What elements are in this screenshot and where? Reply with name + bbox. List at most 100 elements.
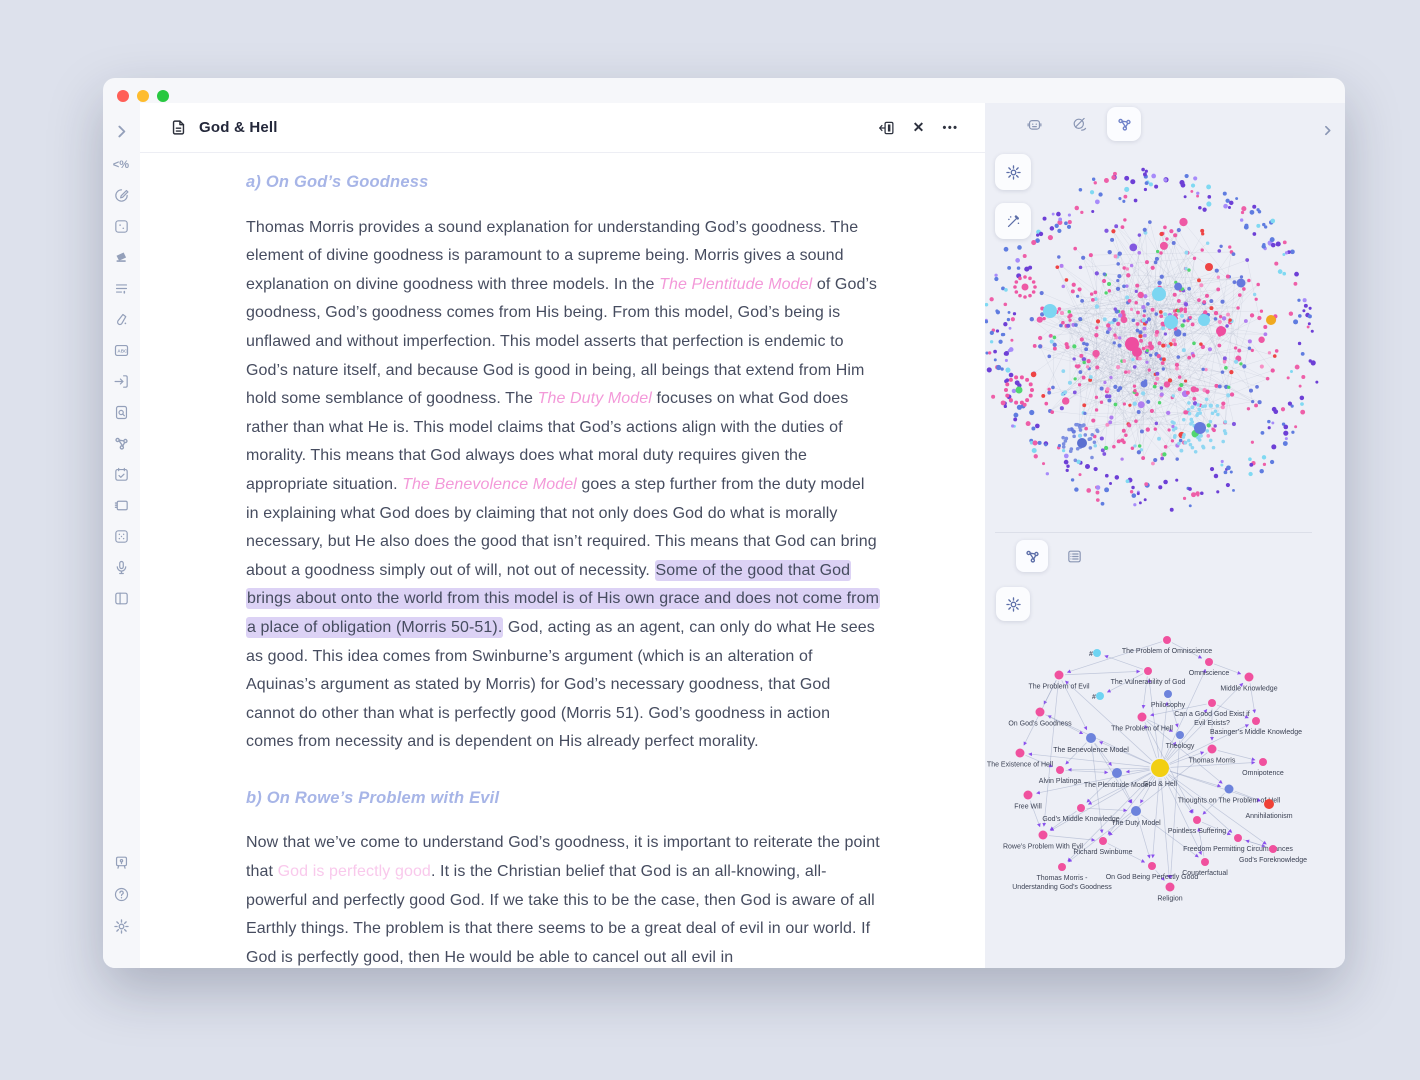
collapse-panel-chevron-icon[interactable] [1317, 120, 1337, 140]
node-label: Alvin Platinga [1039, 778, 1082, 785]
sidebar-bottom-tools [110, 850, 134, 968]
sidebar-kiosk-icon[interactable] [110, 850, 134, 874]
sidebar-doc-search-icon[interactable] [110, 400, 134, 424]
node-label: God’s Middle Knowledge [1042, 816, 1119, 823]
local-knowledge-graph[interactable]: God & Hell The Problem of Omniscience Omni… [985, 628, 1345, 968]
sidebar-rows-icon[interactable] [110, 276, 134, 300]
section-heading: b) On Rowe’s Problem with Evil [246, 788, 500, 807]
note-link[interactable]: The Benevolence Model [402, 475, 577, 493]
node-label: Freedom Permitting Circumstances [1183, 846, 1293, 853]
sidebar-import-icon[interactable] [110, 369, 134, 393]
graph-node[interactable]: Annihilationism [1245, 799, 1293, 820]
graph-node[interactable]: Rowe’s Problem With Evil [1003, 830, 1083, 851]
graph-node[interactable]: The Existence of Hell [987, 748, 1054, 769]
graph-node[interactable]: Can a Good God Exist if Evil Exists? [1174, 699, 1250, 727]
sidebar-snippet-icon[interactable]: <% [110, 152, 134, 176]
graph-node[interactable]: Omnipotence [1242, 758, 1284, 777]
graph-node[interactable]: Thoughts on The Problem of Hell [1178, 784, 1281, 805]
graph-node[interactable]: Philosophy [1151, 690, 1186, 709]
graph-node[interactable]: God’s Foreknowledge [1239, 845, 1307, 864]
sidebar-tasks-icon[interactable] [110, 462, 134, 486]
more-options-icon[interactable]: ••• [942, 121, 959, 134]
sidebar-help-icon[interactable] [110, 882, 134, 906]
graph-node[interactable]: Middle Knowledge [1220, 672, 1278, 693]
panel-tab-robot-icon[interactable] [1017, 107, 1051, 141]
graph-node[interactable]: Free Will [1014, 790, 1042, 811]
body-text: goes a step further from the duty model … [246, 475, 877, 579]
graph-node[interactable]: On God’s Goodness [1008, 707, 1072, 728]
graph-node[interactable]: The Plentitude Model [1084, 768, 1151, 789]
toggle-graph-view-icon[interactable] [1016, 540, 1048, 572]
graph-node[interactable]: Counterfactual [1182, 858, 1228, 877]
graph-hub-node [1198, 314, 1210, 326]
graph-magic-wand-button[interactable] [995, 203, 1031, 239]
graph-panel: God & Hell The Problem of Omniscience Omni… [985, 103, 1345, 968]
note-link[interactable]: The Plentitude Model [659, 275, 813, 293]
graph-node[interactable]: Pointless Suffering [1168, 816, 1226, 835]
panel-tab-graph-icon[interactable] [1107, 107, 1141, 141]
local-graph-settings-button[interactable] [996, 587, 1030, 621]
sidebar-frame-icon[interactable] [110, 214, 134, 238]
sidebar-cards-icon[interactable] [110, 245, 134, 269]
app-window: <% ABC God & Hell ✕ ••• a) On God’s Goodn… [103, 78, 1345, 968]
graph-node[interactable]: Theology [1166, 731, 1195, 750]
sidebar-graph-icon[interactable] [110, 431, 134, 455]
graph-node[interactable]: God’s Middle Knowledge [1042, 804, 1120, 823]
graph-node[interactable]: Thomas Morris [1189, 744, 1236, 765]
graph-node[interactable]: Basinger’s Middle Knowledge [1210, 717, 1302, 736]
graph-settings-button[interactable] [995, 154, 1031, 190]
graph-node[interactable]: # [1089, 649, 1101, 658]
graph-node[interactable]: On God Being Perfectly Good [1106, 862, 1199, 881]
graph-node[interactable]: Omniscience [1189, 658, 1230, 677]
node-tag-label: # [1092, 694, 1096, 701]
sidebar-layout-icon[interactable] [110, 586, 134, 610]
sidebar-mic-icon[interactable] [110, 555, 134, 579]
node-label: Annihilationism [1245, 813, 1292, 820]
window-controls [117, 90, 169, 102]
graph-hub-node [1152, 287, 1166, 301]
zoom-window-button[interactable] [157, 90, 169, 102]
sidebar-ink-icon[interactable] [110, 307, 134, 331]
sidebar-settings-icon[interactable] [110, 914, 134, 938]
node-label: The Benevolence Model [1053, 747, 1129, 754]
sidebar-dice-icon[interactable] [110, 524, 134, 548]
graph-node[interactable]: Thomas Morris -Understanding God’s Goodn… [1012, 863, 1112, 891]
node-label: The Problem of Evil [1028, 684, 1090, 691]
node-label: Counterfactual [1182, 870, 1228, 877]
note-link-unresolved[interactable]: God is perfectly good [277, 863, 431, 881]
sidebar-flashcards-icon[interactable]: ABC [110, 338, 134, 362]
graph-hub-node [1205, 263, 1213, 271]
minimize-window-button[interactable] [137, 90, 149, 102]
sidebar-wallet-icon[interactable] [110, 493, 134, 517]
node-label: God’s Foreknowledge [1239, 857, 1307, 864]
note-body[interactable]: a) On God’s Goodness Thomas Morris provid… [140, 153, 881, 968]
open-in-split-icon[interactable] [878, 119, 895, 136]
note-title: God & Hell [199, 119, 278, 136]
graph-hub-node [1043, 304, 1057, 318]
node-label: Theology [1166, 743, 1195, 750]
node-label: The Duty Model [1111, 820, 1161, 827]
graph-node[interactable]: The Vulnerability of God [1111, 667, 1186, 686]
node-label: Pointless Suffering [1168, 828, 1226, 835]
node-label: The Plentitude Model [1084, 782, 1151, 789]
graph-node[interactable]: Alvin Platinga [1039, 766, 1082, 785]
toggle-list-view-icon[interactable] [1058, 540, 1090, 572]
panel-tab-backlink-icon[interactable] [1062, 107, 1096, 141]
graph-node[interactable]: The Problem of Evil [1028, 670, 1090, 691]
graph-node[interactable]: God & Hell [1143, 759, 1177, 788]
sidebar-expand-chevron-icon[interactable] [110, 119, 134, 143]
graph-node[interactable]: The Problem of Hell [1111, 712, 1173, 733]
graph-node[interactable]: # [1092, 692, 1104, 701]
graph-node[interactable]: Freedom Permitting Circumstances [1183, 834, 1293, 853]
global-knowledge-graph[interactable] [985, 145, 1345, 615]
graph-node[interactable]: Richard Swinburne [1073, 837, 1133, 856]
note-link[interactable]: The Duty Model [537, 390, 652, 408]
sidebar-draw-icon[interactable] [110, 183, 134, 207]
close-window-button[interactable] [117, 90, 129, 102]
graph-node[interactable]: The Duty Model [1111, 806, 1161, 827]
graph-node[interactable]: The Problem of Omniscience [1122, 636, 1212, 655]
graph-node[interactable]: Religion [1157, 882, 1183, 903]
graph-node[interactable]: The Benevolence Model [1053, 733, 1129, 754]
close-note-icon[interactable]: ✕ [912, 119, 925, 135]
